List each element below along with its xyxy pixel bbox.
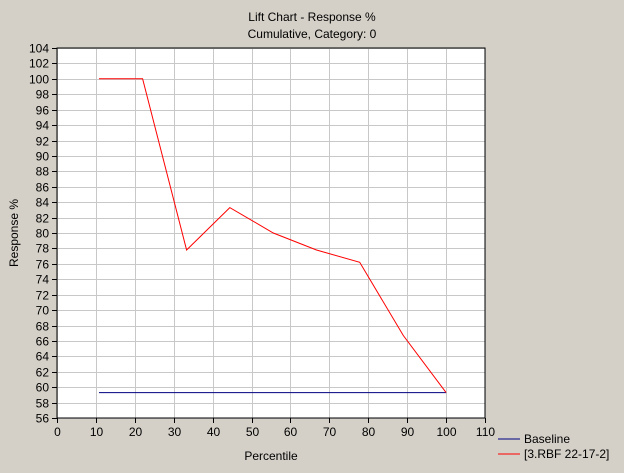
y-tick-label: 70 <box>36 304 50 318</box>
y-tick-label: 76 <box>36 258 50 272</box>
x-tick-label: 110 <box>476 425 495 439</box>
y-tick-label: 100 <box>29 73 49 87</box>
y-tick-label: 90 <box>36 150 50 164</box>
x-tick-label: 20 <box>129 425 143 439</box>
x-axis-label: Percentile <box>244 449 298 463</box>
y-tick-label: 68 <box>36 320 50 334</box>
y-tick-label: 94 <box>36 119 50 133</box>
y-tick-label: 98 <box>36 88 50 102</box>
y-tick-label: 96 <box>36 104 50 118</box>
y-tick-label: 80 <box>36 227 50 241</box>
x-tick-label: 50 <box>246 425 260 439</box>
series-lines <box>99 78 447 394</box>
y-tick-label: 86 <box>36 181 50 195</box>
legend-label: [3.RBF 22-17-2] <box>524 447 609 461</box>
y-tick-label: 60 <box>36 381 50 395</box>
x-tick-label: 80 <box>362 425 376 439</box>
x-tick-label: 30 <box>168 425 182 439</box>
x-tick-label: 90 <box>401 425 415 439</box>
x-tick-label: 70 <box>323 425 337 439</box>
series-line-2 <box>99 78 447 393</box>
y-tick-label: 66 <box>36 335 50 349</box>
y-tick-label: 84 <box>36 196 50 210</box>
y-tick-label: 64 <box>36 350 50 364</box>
x-tick-label: 60 <box>284 425 298 439</box>
x-tick-label: 40 <box>207 425 221 439</box>
y-tick-label: 102 <box>29 57 49 71</box>
chart-title: Lift Chart - Response % <box>248 10 376 24</box>
y-tick-label: 72 <box>36 289 50 303</box>
legend: Baseline[3.RBF 22-17-2] <box>498 432 609 461</box>
chart-subtitle: Cumulative, Category: 0 <box>248 27 377 41</box>
y-tick-label: 74 <box>36 273 50 287</box>
y-tick-label: 58 <box>36 397 50 411</box>
y-tick-label: 104 <box>29 42 49 56</box>
x-tick-label: 0 <box>54 425 61 439</box>
y-tick-label: 82 <box>36 212 50 226</box>
y-tick-label: 62 <box>36 366 50 380</box>
y-tick-label: 56 <box>36 412 50 426</box>
axis-ticks: 0 10 20 30 40 50 60 70 80 90 100 110565860626466687… <box>29 42 495 440</box>
y-tick-label: 88 <box>36 165 50 179</box>
x-tick-label: 10 <box>90 425 104 439</box>
legend-label: Baseline <box>524 432 570 446</box>
y-tick-label: 78 <box>36 242 50 256</box>
y-axis-label: Response % <box>7 199 21 267</box>
x-tick-label: 100 <box>436 425 456 439</box>
y-tick-label: 92 <box>36 135 50 149</box>
grid-lines <box>57 48 486 419</box>
